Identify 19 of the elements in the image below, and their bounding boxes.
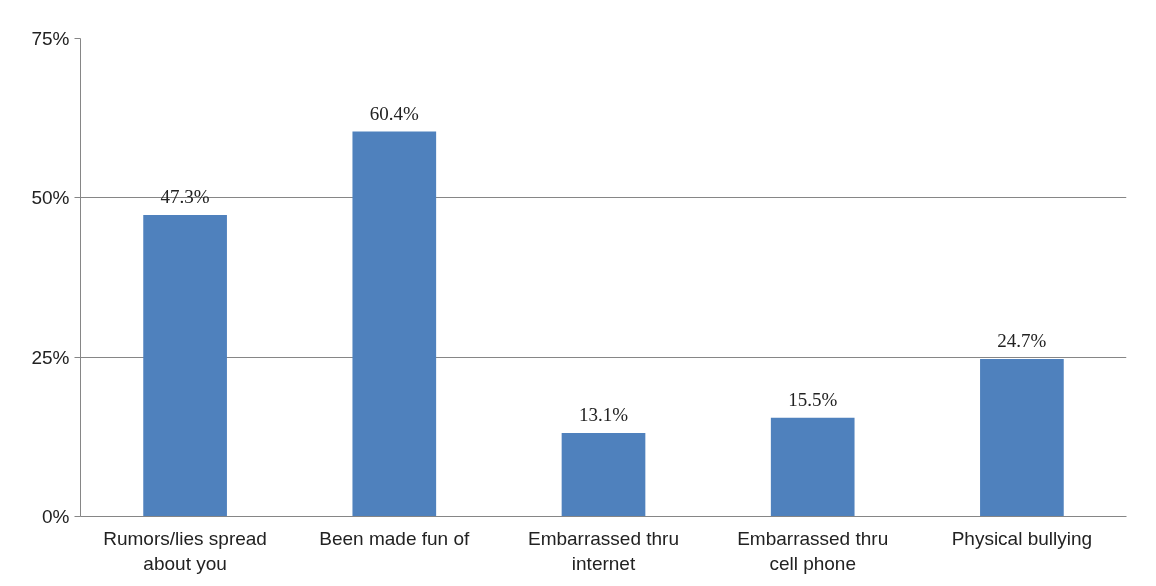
y-tick-label: 50%: [31, 187, 70, 209]
x-tick-label: Been made fun of: [319, 527, 471, 549]
y-tick-label: 25%: [31, 346, 70, 368]
data-label: 60.4%: [369, 102, 420, 124]
x-tick-label: Physical bullying: [951, 527, 1093, 549]
data-label: 13.1%: [578, 404, 629, 426]
x-tick-label: Embarrassed thru cell phone: [737, 527, 889, 574]
bar: [561, 433, 646, 517]
y-tick-label: 0%: [42, 506, 70, 527]
data-label: 47.3%: [160, 186, 210, 208]
bar: [980, 359, 1064, 517]
bar: [143, 215, 227, 517]
bar: [352, 131, 437, 517]
x-tick-label: Embarrassed thru internet: [528, 527, 680, 574]
x-tick-label: Rumors/lies spread about you: [103, 527, 267, 574]
y-tick-label: 75%: [31, 28, 70, 49]
data-label: 24.7%: [997, 330, 1047, 352]
bar: [770, 417, 855, 517]
data-label: 15.5%: [788, 388, 838, 410]
